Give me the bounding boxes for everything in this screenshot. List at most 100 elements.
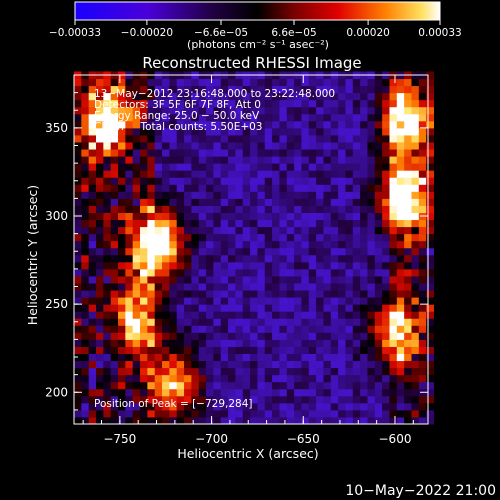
heatmap-cell	[345, 353, 354, 362]
heatmap-cell	[132, 325, 141, 333]
heatmap-cell	[184, 311, 192, 319]
heatmap-cell	[220, 275, 229, 284]
heatmap-cell	[162, 395, 170, 404]
heatmap-cell	[404, 388, 412, 397]
heatmap-cell	[264, 402, 273, 411]
heatmap-cell	[352, 304, 361, 312]
heatmap-cell	[206, 184, 214, 192]
heatmap-cell	[184, 346, 192, 354]
plot-frame	[73, 74, 429, 425]
heatmap-cell	[125, 78, 134, 87]
heatmap-cell	[279, 106, 288, 115]
heatmap-cell	[264, 198, 273, 206]
heatmap-cell	[169, 120, 178, 129]
heatmap-cell	[301, 120, 310, 129]
heatmap-cell	[169, 127, 178, 136]
heatmap-cell	[213, 261, 222, 270]
heatmap-cell	[308, 113, 317, 122]
heatmap-cell	[330, 346, 339, 354]
heatmap-cell	[176, 191, 185, 199]
heatmap-cell	[323, 254, 332, 263]
heatmap-cell	[81, 127, 90, 136]
heatmap-cell	[176, 297, 185, 305]
heatmap-cell	[308, 120, 317, 129]
heatmap-cell	[382, 85, 390, 94]
heatmap-cell	[257, 177, 266, 185]
heatmap-cell	[374, 367, 383, 376]
heatmap-cell	[286, 170, 295, 178]
heatmap-cell	[88, 106, 97, 115]
heatmap-cell	[162, 240, 170, 249]
heatmap-cell	[147, 247, 156, 256]
heatmap-cell	[228, 205, 236, 213]
heatmap-cell	[352, 388, 361, 397]
heatmap-cell	[74, 78, 82, 87]
heatmap-cell	[264, 247, 273, 256]
heatmap-cell	[345, 170, 354, 178]
heatmap-cell	[294, 367, 302, 376]
heatmap-cell	[250, 141, 258, 150]
heatmap-cell	[316, 113, 324, 122]
heatmap-cell	[176, 198, 185, 206]
heatmap-cell	[125, 290, 134, 298]
heatmap-cell	[316, 282, 324, 291]
heatmap-cell	[250, 191, 258, 199]
heatmap-cell	[264, 367, 273, 376]
heatmap-cell	[81, 318, 90, 326]
heatmap-cell	[235, 261, 244, 270]
heatmap-cell	[206, 395, 214, 404]
heatmap-cell	[330, 99, 339, 108]
heatmap-cell	[198, 184, 207, 192]
heatmap-cell	[272, 282, 280, 291]
heatmap-cell	[360, 177, 368, 185]
heatmap-cell	[360, 212, 368, 221]
heatmap-cell	[213, 402, 222, 411]
heatmap-cell	[110, 212, 119, 221]
heatmap-cell	[140, 163, 148, 171]
heatmap-cell	[140, 395, 148, 404]
heatmap-cell	[396, 156, 405, 164]
heatmap-cell	[184, 395, 192, 404]
heatmap-cell	[345, 113, 354, 122]
heatmap-cell	[257, 191, 266, 199]
heatmap-cell	[360, 106, 368, 115]
heatmap-cell	[81, 219, 90, 228]
heatmap-cell	[88, 240, 97, 249]
heatmap-cell	[374, 275, 383, 284]
heatmap-cell	[294, 282, 302, 291]
heatmap-cell	[110, 78, 119, 87]
heatmap-cell	[206, 339, 214, 347]
heatmap-cell	[316, 290, 324, 298]
heatmap-cell	[404, 205, 412, 213]
heatmap-cell	[396, 311, 405, 319]
heatmap-cell	[154, 219, 163, 228]
heatmap-cell	[242, 191, 251, 199]
heatmap-cell	[147, 367, 156, 376]
heatmap-cell	[184, 261, 192, 270]
heatmap-cell	[396, 261, 405, 270]
heatmap-cell	[367, 141, 376, 150]
heatmap-cell	[301, 409, 310, 418]
heatmap-cell	[228, 149, 236, 157]
heatmap-cell	[374, 177, 383, 185]
heatmap-cell	[367, 134, 376, 143]
heatmap-cell	[88, 282, 97, 291]
heatmap-cell	[411, 395, 420, 404]
heatmap-cell	[389, 374, 398, 383]
heatmap-cell	[367, 311, 376, 319]
heatmap-cell	[264, 353, 273, 362]
heatmap-cell	[96, 311, 104, 319]
heatmap-cell	[396, 184, 405, 192]
heatmap-cell	[382, 212, 390, 221]
heatmap-cell	[374, 156, 383, 164]
heatmap-cell	[154, 381, 163, 390]
heatmap-cell	[206, 205, 214, 213]
heatmap-cell	[110, 163, 119, 171]
heatmap-cell	[301, 353, 310, 362]
heatmap-cell	[338, 120, 346, 129]
heatmap-cell	[176, 381, 185, 390]
y-tick-label: 350	[45, 121, 68, 135]
heatmap-cell	[162, 353, 170, 362]
heatmap-cell	[235, 318, 244, 326]
heatmap-cell	[206, 402, 214, 411]
